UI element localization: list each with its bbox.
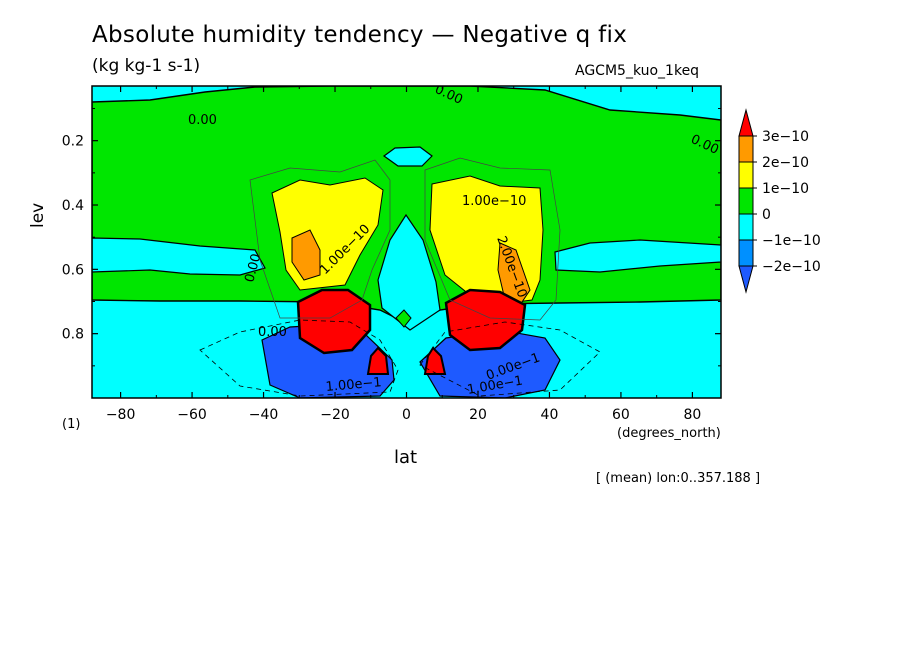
cyan-patch-right (554, 239, 721, 273)
colorbar-segment (738, 161, 754, 189)
colorbar-label: −1e−10 (762, 233, 821, 249)
green-blob-center (395, 309, 412, 328)
cyan-patch-center (377, 213, 441, 331)
y-tick-label: 0.8 (62, 327, 84, 343)
x-axis-label: lat (394, 447, 418, 468)
footnote: [ (mean) lon:0..357.188 ] (596, 471, 761, 486)
panel-tag: (1) (62, 417, 81, 432)
colorbar-segment (738, 135, 754, 163)
colorbar-label: 3e−10 (762, 129, 809, 145)
contour-label: 0.00 (188, 113, 217, 128)
colorbar-label: −2e−10 (762, 259, 821, 275)
red-blob-right (444, 288, 527, 352)
cyan-patch-top (382, 146, 433, 167)
x-tick-label: 60 (612, 407, 630, 423)
x-tick-label: 0 (402, 407, 411, 423)
colorbar-segment (738, 239, 754, 267)
x-tick-label: −20 (320, 407, 350, 423)
contour-label: 1.00e−10 (462, 194, 526, 209)
dashed-contour-right (419, 321, 601, 397)
colorbar-label: 1e−10 (762, 181, 809, 197)
colorbar-segment (738, 187, 754, 215)
colorbar-arrow-top (738, 108, 754, 137)
contour-label: 0.00 (258, 325, 287, 340)
colorbar: 3e−10 2e−10 1e−10 0 −1e−10 −2e−10 (738, 108, 821, 294)
run-label: AGCM5_kuo_1keq (575, 63, 700, 79)
x-tick-label: −80 (106, 407, 136, 423)
chart-units: (kg kg-1 s-1) (92, 56, 201, 76)
axes: −80 −60 −40 −20 0 20 40 60 80 0.2 0.4 0.6 0.8 (62, 86, 721, 423)
colorbar-arrow-bottom (738, 265, 754, 294)
y-tick-label: 0.6 (62, 262, 84, 278)
thin-contour-right (424, 157, 561, 321)
y-tick-label: 0.2 (62, 134, 84, 150)
colorbar-segment (738, 213, 754, 241)
x-tick-label: 40 (541, 407, 559, 423)
cyan-patch-left (92, 237, 266, 276)
red-cone-left (366, 346, 390, 375)
orange-region-left (291, 229, 321, 281)
x-tick-label: −40 (249, 407, 279, 423)
x-tick-label: 80 (683, 407, 701, 423)
x-tick-label: 20 (469, 407, 487, 423)
colorbar-label: 0 (762, 207, 771, 223)
x-tick-label: −60 (177, 407, 207, 423)
chart-title: Absolute humidity tendency — Negative q … (92, 22, 628, 48)
red-cone-right (423, 346, 447, 375)
y-tick-label: 0.4 (62, 198, 84, 214)
contour-label: 0.00 (242, 252, 264, 284)
dashed-contour-left (199, 319, 399, 397)
colorbar-label: 2e−10 (762, 155, 809, 171)
x-axis-unit: (degrees_north) (617, 426, 721, 441)
thin-contour-left (249, 159, 391, 319)
contour-label: 1.00e−1 (325, 375, 382, 395)
